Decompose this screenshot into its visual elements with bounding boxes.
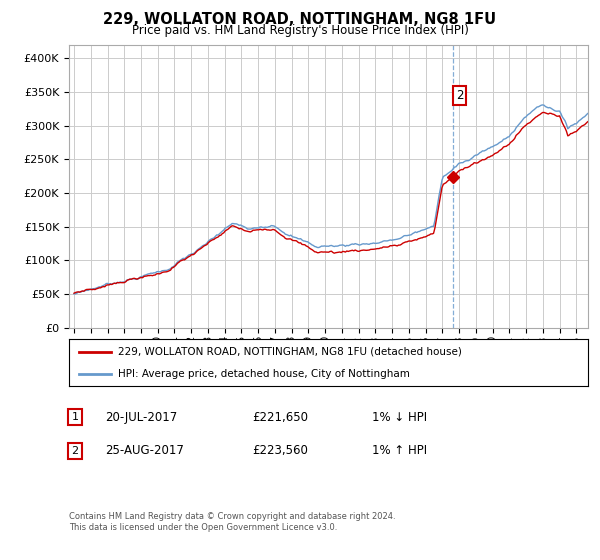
Text: 1: 1 — [71, 412, 79, 422]
Text: £221,650: £221,650 — [252, 410, 308, 424]
Text: 20-JUL-2017: 20-JUL-2017 — [105, 410, 177, 424]
Text: 1% ↑ HPI: 1% ↑ HPI — [372, 444, 427, 458]
Text: Price paid vs. HM Land Registry's House Price Index (HPI): Price paid vs. HM Land Registry's House … — [131, 24, 469, 37]
Text: 2: 2 — [71, 446, 79, 456]
Text: £223,560: £223,560 — [252, 444, 308, 458]
Text: 229, WOLLATON ROAD, NOTTINGHAM, NG8 1FU (detached house): 229, WOLLATON ROAD, NOTTINGHAM, NG8 1FU … — [118, 347, 462, 357]
Text: 25-AUG-2017: 25-AUG-2017 — [105, 444, 184, 458]
Text: Contains HM Land Registry data © Crown copyright and database right 2024.
This d: Contains HM Land Registry data © Crown c… — [69, 512, 395, 532]
Text: HPI: Average price, detached house, City of Nottingham: HPI: Average price, detached house, City… — [118, 368, 410, 379]
Text: 2: 2 — [455, 89, 463, 102]
Text: 229, WOLLATON ROAD, NOTTINGHAM, NG8 1FU: 229, WOLLATON ROAD, NOTTINGHAM, NG8 1FU — [103, 12, 497, 27]
Text: 1% ↓ HPI: 1% ↓ HPI — [372, 410, 427, 424]
